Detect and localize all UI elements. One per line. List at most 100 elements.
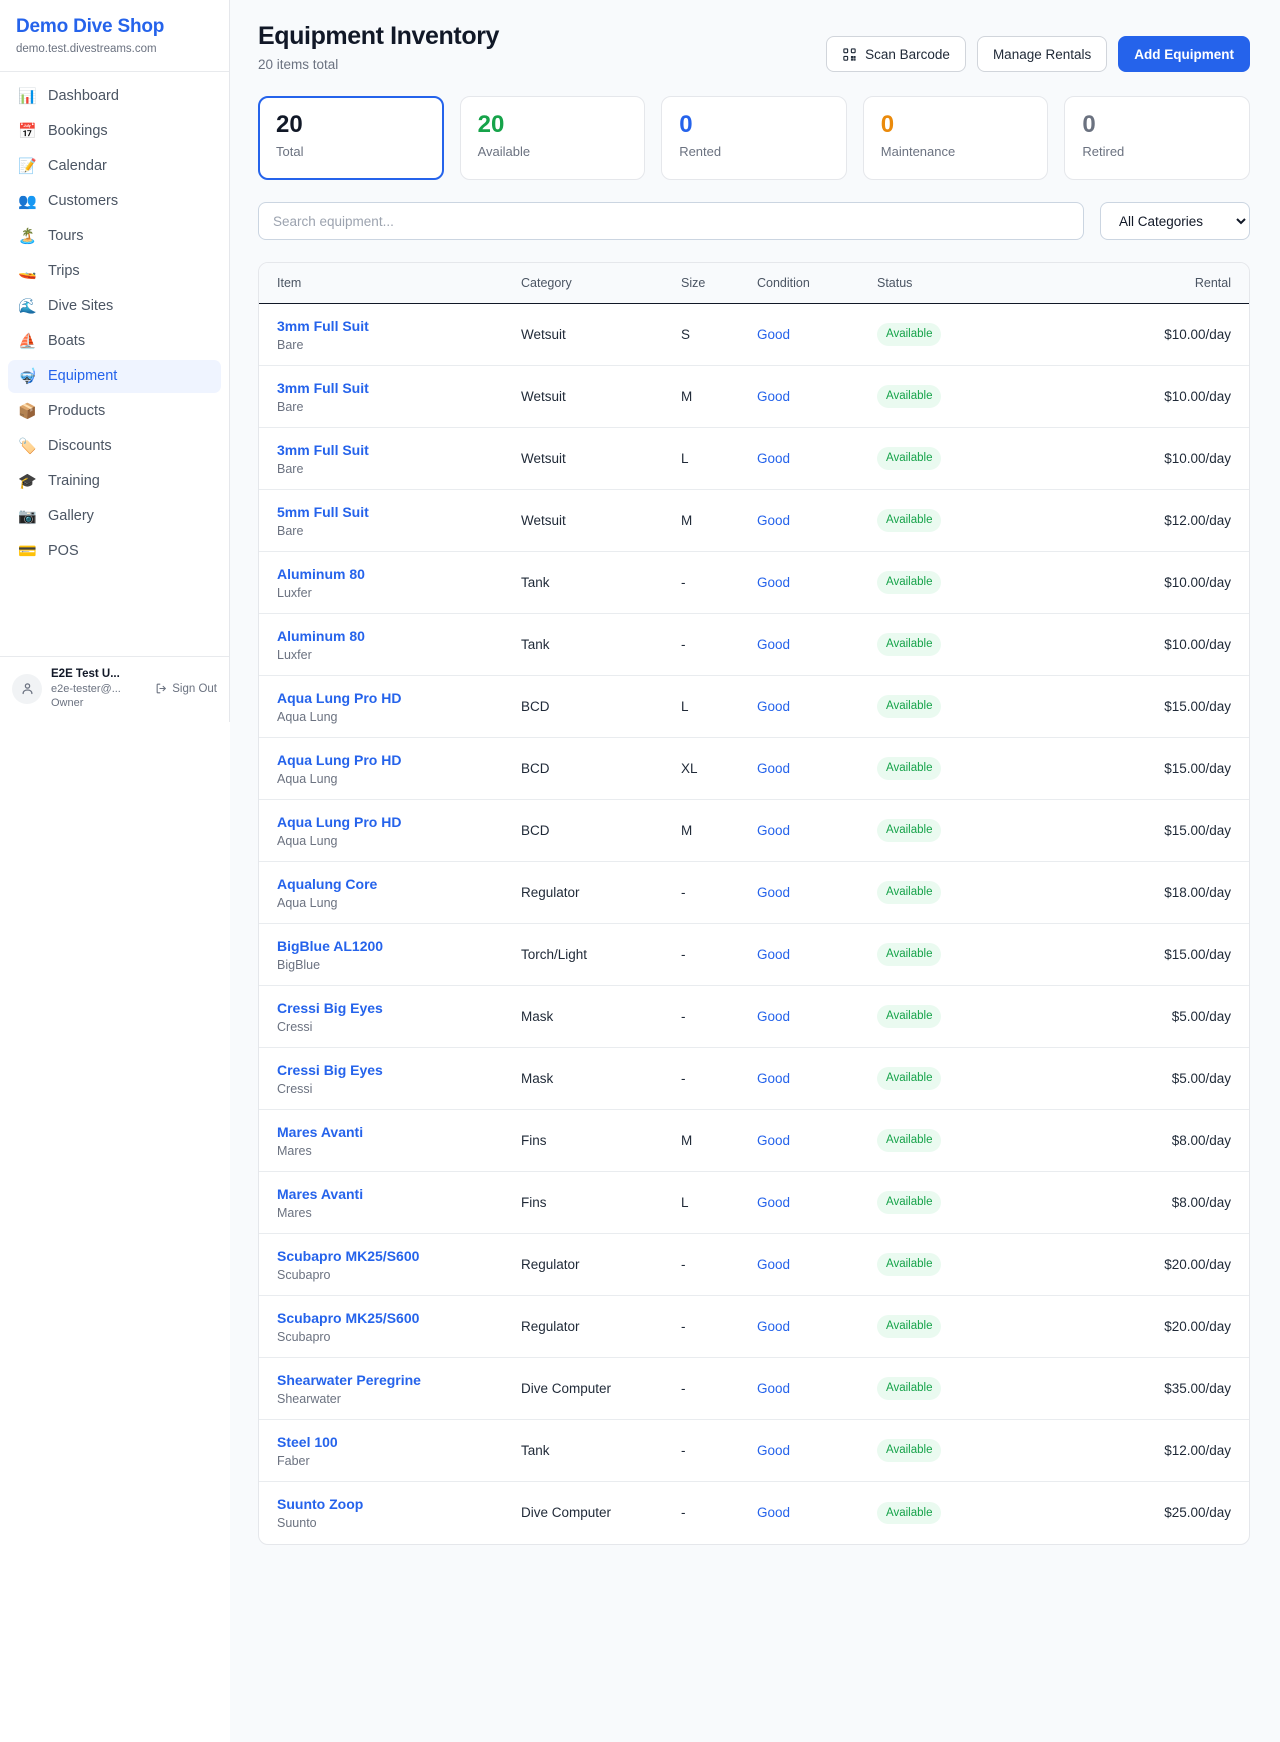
sailboat-icon: ⛵ (18, 331, 37, 350)
table-row[interactable]: Aluminum 80 Luxfer Tank - Good Available $10.0… (259, 552, 1249, 614)
table-row[interactable]: Mares Avanti Mares Fins M Good Available $8.00… (259, 1110, 1249, 1172)
item-link[interactable]: Mares Avanti (277, 1185, 364, 1202)
condition-link[interactable]: Good (757, 451, 791, 466)
sidebar-item-boats[interactable]: ⛵ Boats (8, 325, 221, 358)
table-row[interactable]: 3mm Full Suit Bare Wetsuit M Good Available $1… (259, 366, 1249, 428)
item-link[interactable]: Mares Avanti (277, 1123, 364, 1140)
stat-card-maintenance[interactable]: 0 Maintenance (862, 96, 1049, 180)
item-link[interactable]: Scubapro MK25/S600 (277, 1247, 420, 1264)
item-link[interactable]: Shearwater Peregrine (277, 1371, 421, 1388)
sidebar-item-equipment[interactable]: 🤿 Equipment (8, 359, 221, 393)
table-row[interactable]: 5mm Full Suit Bare Wetsuit M Good Available $1… (259, 490, 1249, 552)
table-row[interactable]: 3mm Full Suit Bare Wetsuit L Good Available $1… (259, 428, 1249, 490)
add-equipment-button[interactable]: Add Equipment (1118, 36, 1250, 72)
item-link[interactable]: Aqua Lung Pro HD (277, 689, 402, 706)
manage-rentals-button[interactable]: Manage Rentals (976, 36, 1108, 72)
column-header-rental[interactable]: Rental (1027, 263, 1249, 304)
item-link[interactable]: BigBlue AL1200 (277, 937, 384, 954)
sidebar-item-dashboard[interactable]: 📊 Dashboard (8, 80, 221, 113)
condition-link[interactable]: Good (757, 1009, 791, 1024)
stat-card-rented[interactable]: 0 Rented (661, 96, 847, 180)
item-link[interactable]: Aluminum 80 (277, 627, 365, 644)
item-link[interactable]: Aqualung Core (277, 875, 378, 892)
column-header-item[interactable]: Item (259, 263, 511, 304)
column-header-size[interactable]: Size (671, 263, 747, 304)
condition-link[interactable]: Good (757, 1133, 791, 1148)
item-link[interactable]: Cressi Big Eyes (277, 999, 383, 1016)
sign-out-button[interactable]: Sign Out (155, 682, 217, 695)
table-row[interactable]: Suunto Zoop Suunto Dive Computer - Good Avail… (259, 1482, 1249, 1544)
stat-card-available[interactable]: 20 Available (459, 96, 646, 180)
scan-barcode-button[interactable]: Scan Barcode (826, 36, 966, 72)
item-brand: Bare (277, 462, 304, 477)
table-row[interactable]: Steel 100 Faber Tank - Good Available $12.00/d… (259, 1420, 1249, 1482)
table-row[interactable]: Aqua Lung Pro HD Aqua Lung BCD XL Good Availa… (259, 738, 1249, 800)
sidebar-item-discounts[interactable]: 🏷️ Discounts (8, 430, 221, 463)
item-link[interactable]: Suunto Zoop (277, 1496, 364, 1513)
condition-link[interactable]: Good (757, 575, 791, 590)
table-row[interactable]: BigBlue AL1200 BigBlue Torch/Light - Good Ava… (259, 924, 1249, 986)
item-link[interactable]: 3mm Full Suit (277, 379, 369, 396)
condition-link[interactable]: Good (757, 1257, 791, 1272)
sidebar-item-dive-sites[interactable]: 🌊 Dive Sites (8, 290, 221, 323)
condition-link[interactable]: Good (757, 823, 791, 838)
sidebar-item-calendar[interactable]: 📝 Calendar (8, 150, 221, 183)
brand-block[interactable]: Demo Dive Shop demo.test.divestreams.com (0, 0, 229, 72)
status-badge: Available (877, 1067, 942, 1090)
column-header-status[interactable]: Status (867, 263, 1027, 304)
item-link[interactable]: 3mm Full Suit (277, 317, 369, 334)
item-link[interactable]: Aluminum 80 (277, 565, 365, 582)
stat-card-retired[interactable]: 0 Retired (1064, 96, 1250, 180)
search-input[interactable] (258, 202, 1084, 240)
condition-link[interactable]: Good (757, 885, 791, 900)
cell-rental: $35.00/day (1164, 1381, 1231, 1396)
item-brand: Scubapro (277, 1268, 331, 1283)
condition-link[interactable]: Good (757, 389, 791, 404)
table-row[interactable]: Shearwater Peregrine Shearwater Dive Compu… (259, 1358, 1249, 1420)
condition-link[interactable]: Good (757, 1195, 791, 1210)
table-row[interactable]: Aqua Lung Pro HD Aqua Lung BCD M Good Availab… (259, 800, 1249, 862)
table-row[interactable]: Scubapro MK25/S600 Scubapro Regulator - Good… (259, 1296, 1249, 1358)
item-link[interactable]: Aqua Lung Pro HD (277, 813, 402, 830)
item-link[interactable]: Scubapro MK25/S600 (277, 1309, 420, 1326)
stat-card-total[interactable]: 20 Total (258, 96, 444, 180)
sidebar-item-tours[interactable]: 🏝️ Tours (8, 220, 221, 253)
condition-link[interactable]: Good (757, 1381, 791, 1396)
item-brand: Luxfer (277, 586, 312, 601)
sidebar-item-bookings[interactable]: 📅 Bookings (8, 115, 221, 148)
condition-link[interactable]: Good (757, 699, 791, 714)
table-row[interactable]: Aqualung Core Aqua Lung Regulator - Good Avai… (259, 862, 1249, 924)
condition-link[interactable]: Good (757, 637, 791, 652)
sidebar-item-trips[interactable]: 🚤 Trips (8, 255, 221, 288)
sidebar-item-products[interactable]: 📦 Products (8, 395, 221, 428)
table-row[interactable]: Mares Avanti Mares Fins L Good Available $8.00… (259, 1172, 1249, 1234)
cell-status: Available (867, 552, 1027, 614)
item-link[interactable]: 3mm Full Suit (277, 441, 369, 458)
condition-link[interactable]: Good (757, 1443, 791, 1458)
table-row[interactable]: Cressi Big Eyes Cressi Mask - Good Available $… (259, 1048, 1249, 1110)
item-link[interactable]: Aqua Lung Pro HD (277, 751, 402, 768)
sidebar-item-pos[interactable]: 💳 POS (8, 535, 221, 568)
column-header-category[interactable]: Category (511, 263, 671, 304)
condition-link[interactable]: Good (757, 327, 791, 342)
cell-rental: $15.00/day (1164, 699, 1231, 714)
condition-link[interactable]: Good (757, 513, 791, 528)
sidebar-item-training[interactable]: 🎓 Training (8, 465, 221, 498)
item-link[interactable]: Steel 100 (277, 1433, 338, 1450)
category-select[interactable]: All Categories (1100, 202, 1250, 240)
item-link[interactable]: Cressi Big Eyes (277, 1061, 383, 1078)
condition-link[interactable]: Good (757, 1505, 791, 1521)
table-row[interactable]: Aqua Lung Pro HD Aqua Lung BCD L Good Availab… (259, 676, 1249, 738)
condition-link[interactable]: Good (757, 761, 791, 776)
condition-link[interactable]: Good (757, 1071, 791, 1086)
sidebar-item-gallery[interactable]: 📷 Gallery (8, 500, 221, 533)
condition-link[interactable]: Good (757, 947, 791, 962)
column-header-condition[interactable]: Condition (747, 263, 867, 304)
item-link[interactable]: 5mm Full Suit (277, 503, 369, 520)
table-row[interactable]: Cressi Big Eyes Cressi Mask - Good Available $… (259, 986, 1249, 1048)
table-row[interactable]: Aluminum 80 Luxfer Tank - Good Available $10.0… (259, 614, 1249, 676)
condition-link[interactable]: Good (757, 1319, 791, 1334)
table-row[interactable]: 3mm Full Suit Bare Wetsuit S Good Available $1… (259, 304, 1249, 366)
table-row[interactable]: Scubapro MK25/S600 Scubapro Regulator - Good… (259, 1234, 1249, 1296)
sidebar-item-customers[interactable]: 👥 Customers (8, 185, 221, 218)
